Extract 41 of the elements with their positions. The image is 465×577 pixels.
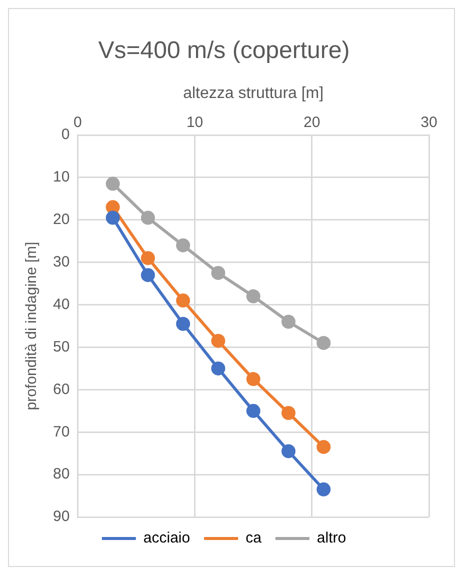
y-tick-label: 10 bbox=[52, 168, 70, 186]
point bbox=[246, 289, 260, 304]
point bbox=[140, 268, 155, 282]
y-tick-label: 30 bbox=[52, 253, 70, 270]
point bbox=[316, 482, 331, 496]
x-tick-label: 0 bbox=[74, 114, 82, 132]
legend-label: altro bbox=[316, 530, 346, 547]
y-axis-title: profondità di indagine [m] bbox=[23, 242, 40, 410]
y-tick-label: 20 bbox=[52, 211, 70, 228]
legend-label: acciaio bbox=[143, 530, 190, 547]
point bbox=[211, 266, 226, 280]
point bbox=[106, 200, 120, 214]
point bbox=[211, 334, 226, 348]
point bbox=[106, 176, 120, 191]
point bbox=[281, 444, 296, 458]
x-axis-title: altezza struttura [m] bbox=[183, 84, 324, 102]
legend-label: ca bbox=[246, 530, 262, 547]
point bbox=[176, 294, 190, 308]
x-tick-label: 20 bbox=[304, 114, 320, 132]
point bbox=[211, 361, 226, 376]
y-tick-label: 60 bbox=[52, 380, 70, 398]
point bbox=[281, 406, 296, 420]
y-tick-label: 80 bbox=[52, 466, 70, 483]
chart-title: Vs=400 m/s (coperture) bbox=[98, 37, 350, 64]
point bbox=[246, 372, 260, 386]
point bbox=[140, 251, 155, 266]
y-tick-label: 0 bbox=[61, 126, 70, 144]
y-tick-label: 90 bbox=[52, 508, 70, 526]
y-tick-label: 70 bbox=[52, 423, 70, 440]
point bbox=[176, 238, 190, 252]
x-tick-label: 10 bbox=[186, 114, 204, 132]
point bbox=[281, 314, 296, 329]
y-tick-label: 40 bbox=[52, 296, 70, 313]
point bbox=[176, 316, 190, 331]
point bbox=[316, 336, 331, 350]
point bbox=[246, 404, 260, 418]
point bbox=[106, 210, 120, 225]
point bbox=[140, 210, 155, 225]
point bbox=[316, 440, 331, 454]
y-tick-label: 50 bbox=[52, 338, 70, 356]
x-tick-label: 30 bbox=[420, 114, 438, 132]
